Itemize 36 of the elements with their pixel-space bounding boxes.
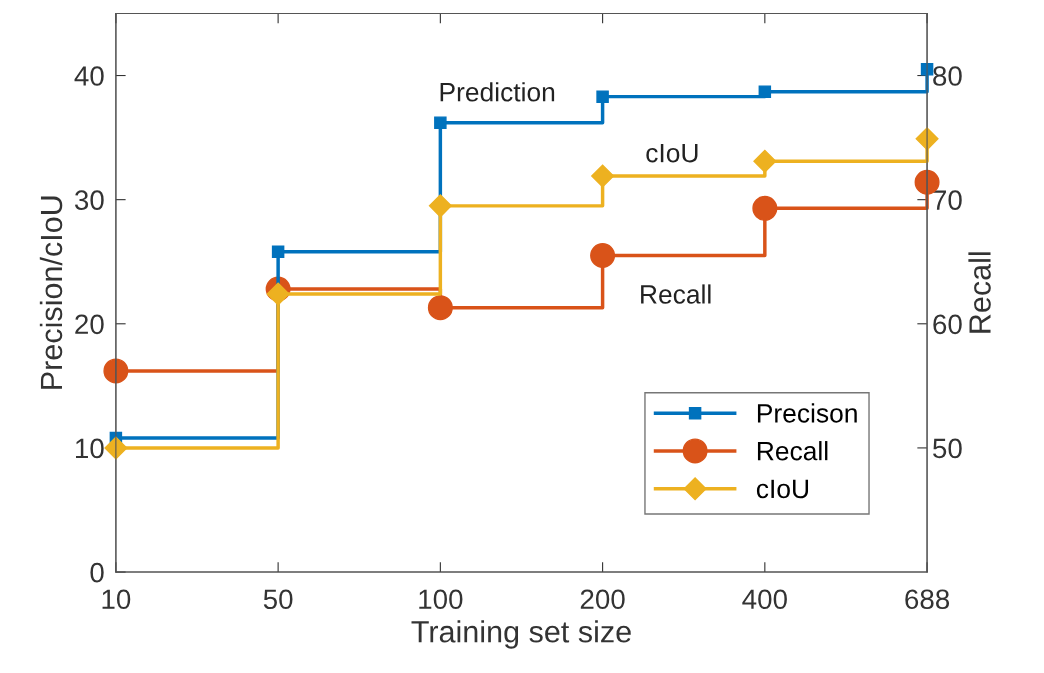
point (758, 85, 772, 98)
point (266, 282, 290, 306)
point (752, 195, 778, 221)
point (427, 295, 453, 321)
x-axis-title: Training set size (411, 620, 631, 649)
x-tick-label: 100 (419, 589, 463, 610)
y-tick-label: 20 (75, 314, 104, 335)
x-tick-label: 400 (742, 589, 787, 610)
annotation: Recall (641, 284, 711, 304)
x-tick-label: 10 (102, 589, 131, 610)
legend-label: cIoU (756, 479, 809, 499)
x-tick-label: 688 (905, 589, 950, 610)
point (591, 164, 615, 188)
y-tick-label: 10 (76, 438, 104, 459)
point (434, 116, 447, 129)
point (596, 90, 609, 103)
y-tick-label: 40 (74, 66, 104, 86)
point (753, 149, 777, 173)
legend-label: Recall (757, 441, 828, 461)
y-tick-label: 30 (74, 190, 104, 210)
point (428, 194, 452, 218)
y2-tick-label: 70 (933, 190, 962, 210)
point (103, 358, 129, 384)
y2-axis-title: Recall (968, 252, 991, 333)
point (271, 245, 285, 259)
y-tick-label: 0 (90, 562, 104, 583)
x-tick-label: 50 (263, 589, 293, 610)
annotation: cIoU (646, 144, 698, 163)
y2-tick-label: 60 (933, 314, 962, 335)
y-axis-title: Precision/cIoU (39, 196, 63, 389)
y2-tick-label: 80 (933, 66, 962, 86)
y2-tick-label: 50 (933, 438, 962, 459)
x-tick-label: 200 (580, 589, 625, 610)
annotation: Prediction (440, 82, 555, 102)
legend-label: Precison (757, 403, 857, 423)
point (590, 243, 616, 269)
